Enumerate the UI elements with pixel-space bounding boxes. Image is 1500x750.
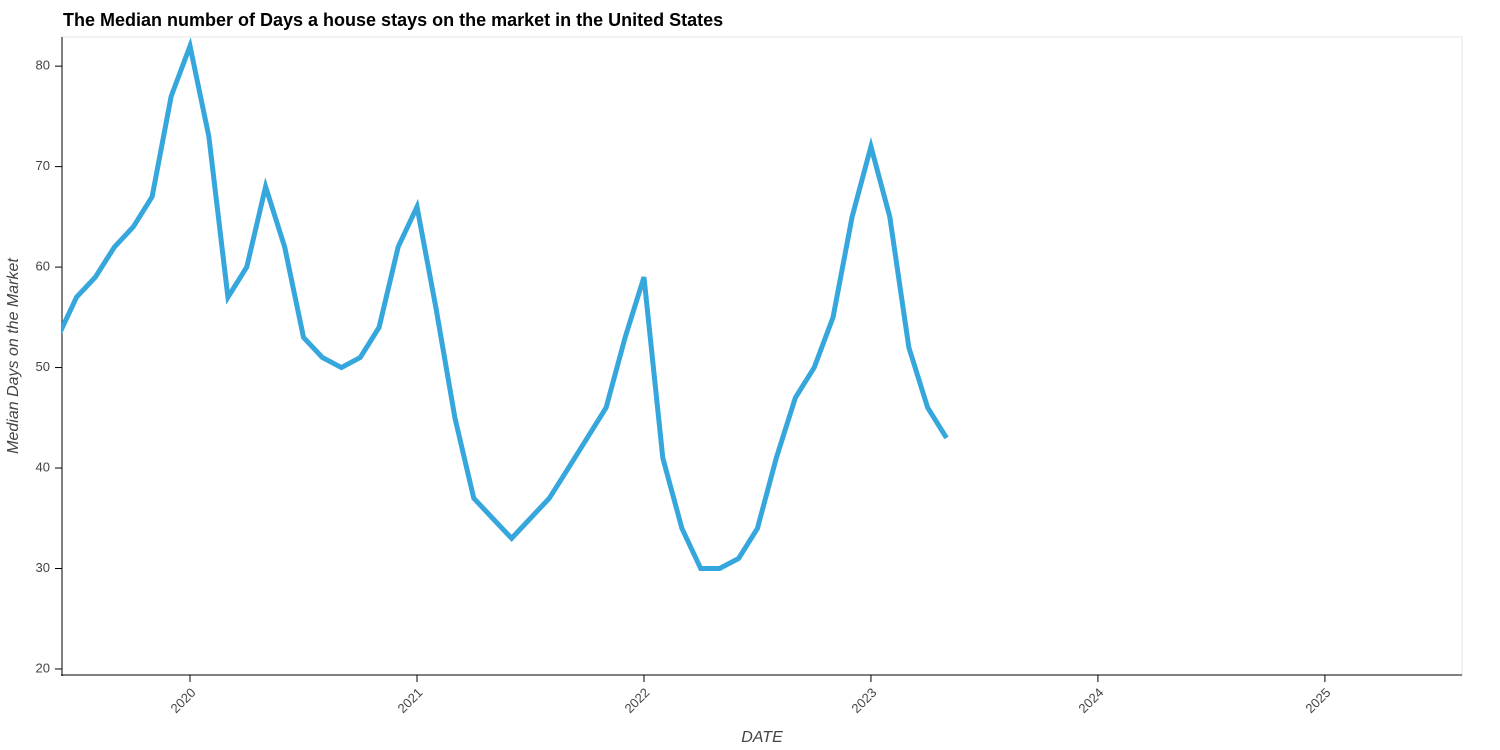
- y-tick-label: 50: [36, 359, 50, 374]
- x-tick-label: 2022: [621, 685, 652, 716]
- y-tick-label: 80: [36, 58, 50, 73]
- x-axis-label: DATE: [741, 729, 783, 746]
- x-tick-label: 2020: [168, 685, 199, 716]
- x-tick-label: 2021: [394, 685, 425, 716]
- x-tick-label: 2025: [1302, 685, 1333, 716]
- y-axis-label: Median Days on the Market: [5, 258, 22, 454]
- x-tick-label: 2024: [1075, 685, 1106, 716]
- y-tick-label: 60: [36, 259, 50, 274]
- y-tick-label: 40: [36, 459, 50, 474]
- data-line: [62, 37, 949, 571]
- y-tick-label: 70: [36, 158, 50, 173]
- chart-title: The Median number of Days a house stays …: [63, 10, 723, 30]
- y-tick-label: 30: [36, 560, 50, 575]
- y-tick-label: 20: [36, 660, 50, 675]
- plot-area: [62, 37, 949, 571]
- x-tick-label: 2023: [848, 685, 879, 716]
- plot-frame: [61, 36, 1463, 676]
